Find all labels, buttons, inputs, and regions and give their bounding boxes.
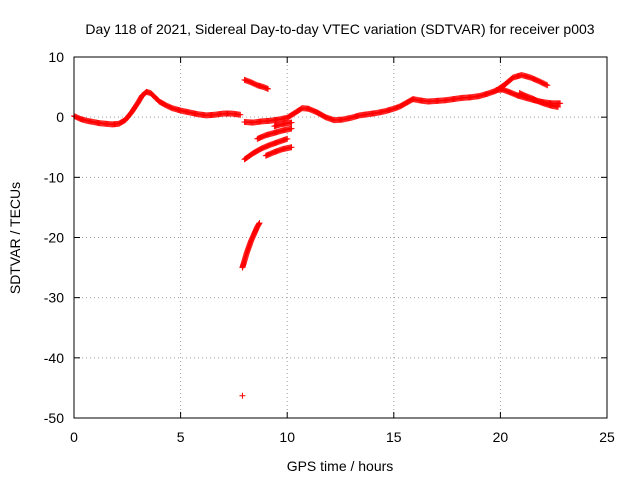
x-tick-label: 25 — [599, 429, 615, 445]
y-tick-label: 10 — [48, 49, 64, 65]
data-point-main-trend — [237, 111, 244, 118]
data-point-negative-arc-4 — [288, 144, 295, 151]
chart-title: Day 118 of 2021, Sidereal Day-to-day VTE… — [85, 21, 594, 37]
y-tick-label: -40 — [44, 350, 64, 366]
data-point-mid-trend — [543, 81, 550, 88]
data-point-steep-drop — [256, 220, 263, 227]
data-point-mid-trend — [544, 82, 551, 89]
y-tick-label: -10 — [44, 169, 64, 185]
data-point-upper-arc — [265, 85, 272, 92]
data-point-late-branch — [557, 100, 564, 107]
data-point-negative-arc-1 — [284, 135, 291, 142]
data-points-layer — [71, 72, 564, 399]
x-axis-label: GPS time / hours — [287, 458, 394, 474]
data-point-late-branch-2 — [554, 103, 561, 110]
plot-frame — [73, 56, 608, 419]
y-tick-label: -50 — [44, 410, 64, 426]
y-tick-label: -20 — [44, 230, 64, 246]
data-point-negative-arc-3 — [288, 119, 295, 126]
grid-layer — [74, 57, 607, 418]
x-tick-label: 10 — [279, 429, 295, 445]
y-tick-label: -30 — [44, 290, 64, 306]
data-point-negative-arc-2 — [288, 125, 295, 132]
x-tick-label: 15 — [386, 429, 402, 445]
x-tick-label: 20 — [493, 429, 509, 445]
data-point-outlier — [239, 392, 246, 399]
data-point-steep-drop — [255, 220, 262, 227]
tick-layer: 0 5 10 15 20 25 -50 -40 -30 -20 -10 0 10 — [44, 49, 615, 445]
x-tick-label: 0 — [70, 429, 78, 445]
x-tick-label: 5 — [177, 429, 185, 445]
y-axis-label: SDTVAR / TECUs — [7, 182, 23, 294]
y-tick-label: 0 — [56, 109, 64, 125]
